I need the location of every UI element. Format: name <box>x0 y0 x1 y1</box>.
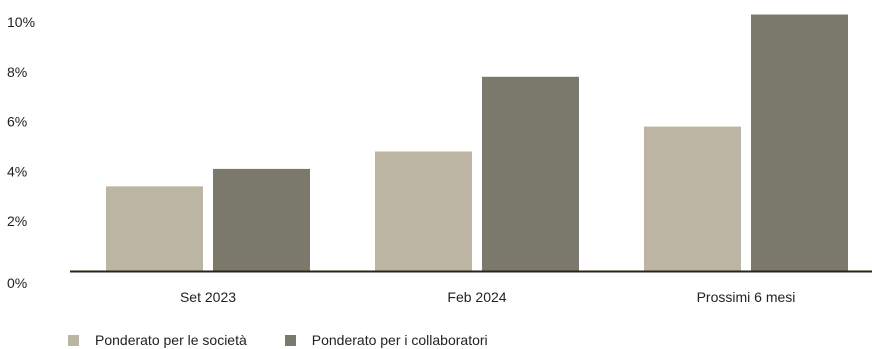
bar-collaboratori-0 <box>213 168 310 271</box>
bar-collaboratori-2 <box>751 14 848 272</box>
y-tick-label-8: 8% <box>7 64 27 80</box>
x-axis-ticks: Set 2023 Feb 2024 Prossimi 6 mesi <box>180 289 795 305</box>
bar-societa-1 <box>375 151 472 271</box>
bar-collaboratori-1 <box>482 76 579 271</box>
x-tick-label-0: Set 2023 <box>180 289 236 305</box>
legend-label-collaboratori: Ponderato per i collaboratori <box>311 332 488 348</box>
x-tick-label-1: Feb 2024 <box>447 289 506 305</box>
y-axis-ticks: 0% 2% 4% 6% 8% 10% <box>7 14 35 291</box>
y-tick-label-10: 10% <box>7 14 35 30</box>
legend-swatch-societa <box>68 334 79 346</box>
y-tick-label-0: 0% <box>7 275 27 291</box>
y-tick-label-6: 6% <box>7 114 27 130</box>
x-tick-label-2: Prossimi 6 mesi <box>697 289 796 305</box>
y-tick-label-4: 4% <box>7 163 27 179</box>
bars-group <box>106 14 848 272</box>
legend-item-societa: Ponderato per le società <box>68 332 247 348</box>
bar-societa-0 <box>106 186 203 271</box>
legend: Ponderato per le società Ponderato per i… <box>68 332 526 348</box>
legend-item-collaboratori: Ponderato per i collaboratori <box>284 332 488 348</box>
bar-societa-2 <box>644 126 741 271</box>
legend-swatch-collaboratori <box>284 334 296 346</box>
y-tick-label-2: 2% <box>7 213 27 229</box>
legend-label-societa: Ponderato per le società <box>95 332 247 348</box>
